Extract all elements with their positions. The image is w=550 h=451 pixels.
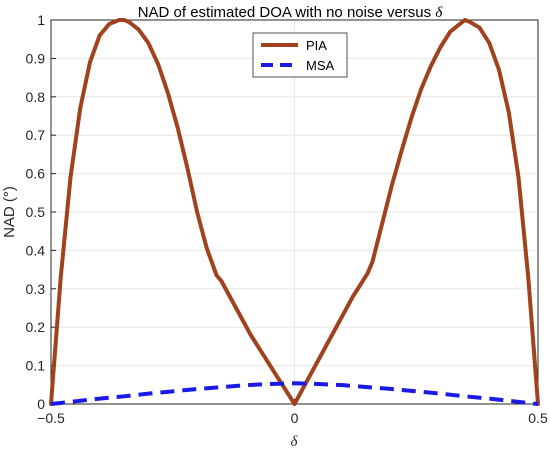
y-axis-label: NAD (°) [1, 186, 18, 238]
y-tick-label: 0.9 [26, 50, 46, 66]
y-tick-label: 0.3 [26, 281, 46, 297]
y-tick-label: 0 [37, 396, 45, 412]
grid [50, 19, 539, 405]
series-line-pia [49, 18, 540, 406]
x-axis-ticks: −0.5 0 0.5 [37, 399, 548, 426]
y-tick-label: 0.8 [26, 89, 46, 105]
y-tick-label: 0.1 [26, 358, 46, 374]
chart-title: NAD of estimated DOA with no noise versu… [138, 4, 444, 21]
chart-title-symbol: δ [435, 5, 443, 21]
legend-label-msa: MSA [306, 58, 335, 73]
legend: PIA MSA [252, 32, 348, 78]
chart-title-text: NAD of estimated DOA with no noise versu… [138, 4, 431, 21]
x-tick-label: 0 [291, 410, 299, 426]
series-line-msa [50, 381, 539, 406]
legend-label-pia: PIA [306, 38, 327, 53]
series-group [49, 18, 540, 406]
y-tick-label: 0.2 [26, 319, 46, 335]
x-tick-label: 0.5 [528, 410, 548, 426]
y-tick-label: 0.4 [26, 242, 46, 258]
legend-box [252, 32, 348, 78]
y-tick-label: 1 [37, 12, 45, 28]
y-tick-label: 0.6 [26, 166, 46, 182]
x-axis-label: δ [291, 434, 299, 450]
y-tick-label: 0.5 [26, 204, 46, 220]
y-tick-label: 0.7 [26, 127, 46, 143]
x-tick-label: −0.5 [37, 410, 65, 426]
